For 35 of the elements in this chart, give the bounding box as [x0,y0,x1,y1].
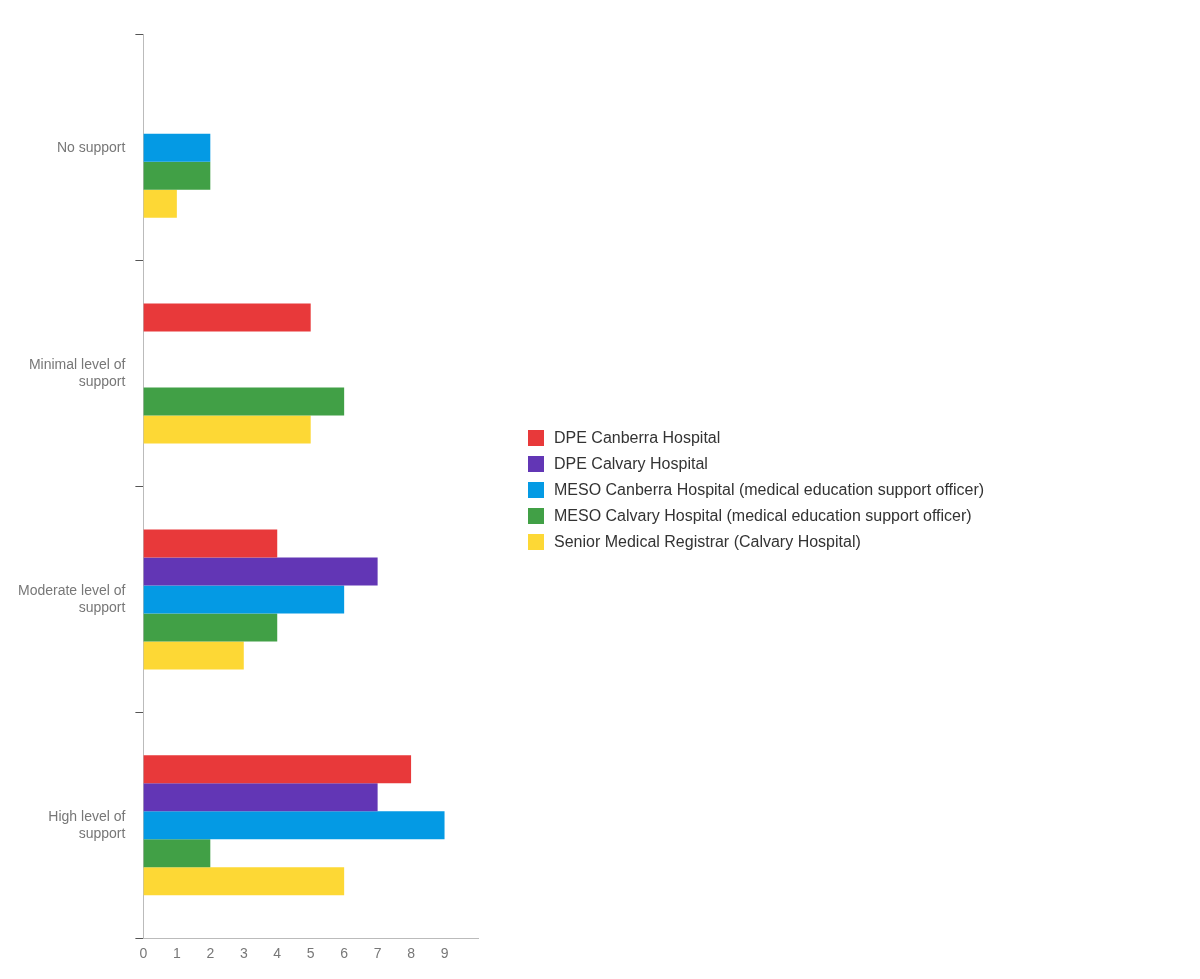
y-tick-label: High level of support [48,807,126,841]
x-tick-label: 0 [139,945,148,962]
x-tick-label: 1 [172,945,181,962]
bar [143,585,345,614]
x-tick-label: 4 [273,945,282,962]
bar [143,839,211,868]
legend-label: MESO Canberra Hospital (medical education support officer) [554,480,985,499]
legend-label: DPE Calvary Hospital [554,454,708,473]
bar [143,161,211,190]
y-tick-label: No support [56,138,126,155]
bar [143,613,278,642]
bar [143,189,177,218]
y-tick-label: Minimal level of support [28,356,126,389]
legend-label: MESO Calvary Hospital (medical education support officer) [554,506,972,525]
legend-label: Senior Medical Registrar (Calvary Hospital) [554,532,861,551]
x-tick-label: 3 [239,945,248,962]
x-tick-label: 2 [206,945,215,962]
y-tick-label: Moderate level of support [17,581,126,615]
bar [143,133,211,162]
bar [143,641,244,670]
x-tick-label: 7 [373,945,382,962]
bar [143,755,412,784]
bar [143,557,378,586]
bar [143,415,311,444]
x-tick-label: 9 [440,945,449,962]
bar [143,529,278,558]
x-tick-label: 5 [306,945,315,962]
bar [143,811,445,840]
bar [143,783,378,812]
bar [143,387,345,416]
x-tick-label: 6 [340,945,349,962]
x-tick-label: 8 [407,945,416,962]
bar [143,867,345,896]
legend-label: DPE Canberra Hospital [554,428,721,447]
bar [143,303,311,332]
